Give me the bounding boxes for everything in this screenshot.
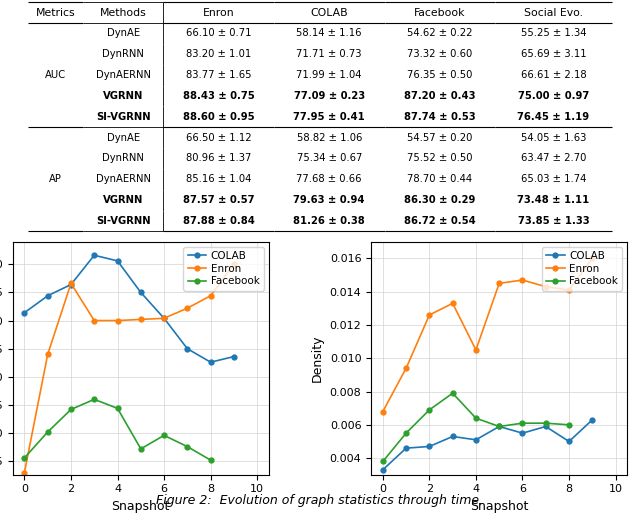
COLAB [114, 258, 122, 264]
COLAB [90, 252, 98, 258]
COLAB [44, 293, 52, 299]
COLAB [542, 423, 550, 430]
Enron [495, 280, 503, 287]
Facebook [137, 446, 145, 452]
COLAB [588, 417, 596, 423]
Enron [184, 305, 191, 311]
Facebook [518, 420, 526, 426]
Enron [90, 317, 98, 324]
Line: Facebook: Facebook [22, 397, 213, 462]
Enron [403, 365, 410, 371]
Enron [588, 255, 596, 262]
Enron [44, 351, 52, 358]
COLAB [379, 467, 387, 473]
X-axis label: Snapshot: Snapshot [111, 500, 170, 513]
COLAB [184, 346, 191, 352]
Facebook [184, 444, 191, 450]
COLAB [565, 438, 573, 445]
Enron [230, 261, 237, 267]
Enron [67, 280, 75, 287]
COLAB [449, 433, 456, 440]
Facebook [379, 458, 387, 465]
Facebook [160, 432, 168, 438]
Facebook [449, 390, 456, 396]
Enron [137, 316, 145, 323]
Line: COLAB: COLAB [380, 418, 595, 472]
Facebook [44, 429, 52, 435]
Line: Enron: Enron [22, 262, 236, 475]
COLAB [495, 423, 503, 430]
Facebook [472, 415, 480, 421]
Enron [472, 347, 480, 353]
Line: COLAB: COLAB [22, 253, 236, 365]
Enron [426, 312, 433, 318]
Enron [449, 300, 456, 306]
COLAB [230, 353, 237, 360]
Enron [542, 283, 550, 290]
Enron [379, 408, 387, 414]
Facebook [542, 420, 550, 426]
Legend: COLAB, Enron, Facebook: COLAB, Enron, Facebook [184, 247, 264, 291]
COLAB [160, 315, 168, 322]
Text: Figure 2:  Evolution of graph statistics through time.: Figure 2: Evolution of graph statistics … [156, 494, 484, 507]
Enron [565, 287, 573, 293]
Line: Enron: Enron [380, 256, 595, 414]
COLAB [403, 445, 410, 451]
Facebook [495, 423, 503, 430]
Enron [160, 315, 168, 322]
Facebook [20, 455, 28, 461]
COLAB [207, 359, 214, 365]
Facebook [403, 430, 410, 436]
Enron [207, 293, 214, 299]
Line: Facebook: Facebook [380, 391, 572, 464]
X-axis label: Snapshot: Snapshot [470, 500, 529, 513]
COLAB [518, 430, 526, 436]
Facebook [207, 457, 214, 463]
COLAB [472, 437, 480, 443]
COLAB [20, 310, 28, 316]
Facebook [565, 422, 573, 428]
Y-axis label: Density: Density [311, 335, 324, 382]
Legend: COLAB, Enron, Facebook: COLAB, Enron, Facebook [542, 247, 622, 291]
Facebook [90, 396, 98, 402]
Enron [20, 469, 28, 476]
Enron [518, 277, 526, 283]
Facebook [114, 405, 122, 411]
COLAB [67, 281, 75, 288]
COLAB [426, 443, 433, 449]
Facebook [426, 407, 433, 413]
COLAB [137, 289, 145, 295]
Enron [114, 317, 122, 324]
Facebook [67, 406, 75, 412]
